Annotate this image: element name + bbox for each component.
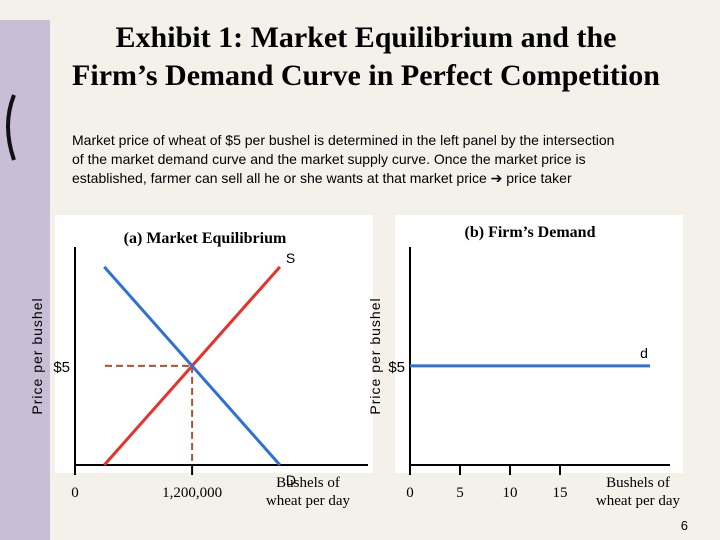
panel-title: (a) Market Equilibrium — [124, 230, 287, 247]
series-label: d — [640, 345, 648, 361]
title: Exhibit 1: Market Equilibrium and the — [116, 21, 617, 54]
body-text: of the market demand curve and the marke… — [72, 151, 586, 167]
title: Firm’s Demand Curve in Perfect Competiti… — [72, 59, 660, 92]
x-tick-label: 0 — [71, 485, 79, 501]
series-label: S — [286, 250, 295, 266]
side-bar — [0, 20, 50, 540]
panel-a — [55, 215, 373, 473]
series-line — [103, 265, 282, 466]
y-tick-label: $5 — [388, 359, 405, 376]
panel-title: (b) Firm’s Demand — [465, 224, 596, 241]
x-axis-label: Bushels of — [606, 475, 670, 491]
x-axis-label: Bushels of — [276, 475, 340, 491]
x-axis-label: wheat per day — [266, 493, 351, 509]
x-tick-label: 5 — [456, 485, 464, 501]
body-text: established, farmer can sell all he or s… — [72, 170, 572, 186]
x-tick-label: 15 — [553, 485, 568, 501]
series-label: D — [286, 472, 296, 488]
x-tick-label: 10 — [503, 485, 518, 501]
body-text: Market price of wheat of $5 per bushel i… — [72, 132, 614, 148]
page-number: 6 — [681, 518, 688, 533]
panel-b — [395, 215, 683, 473]
y-tick-label: $5 — [53, 359, 70, 376]
x-tick-label: 0 — [406, 485, 414, 501]
x-tick-label: 1,200,000 — [162, 485, 222, 501]
y-axis-label: Price per bushel — [29, 297, 45, 414]
decoration — [6, 94, 16, 161]
x-axis-label: wheat per day — [596, 493, 681, 509]
y-axis-label: Price per bushel — [367, 297, 383, 414]
